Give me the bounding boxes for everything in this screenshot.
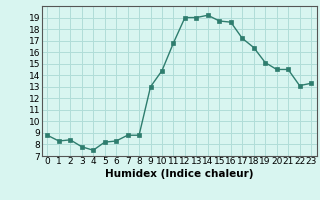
X-axis label: Humidex (Indice chaleur): Humidex (Indice chaleur) (105, 169, 253, 179)
